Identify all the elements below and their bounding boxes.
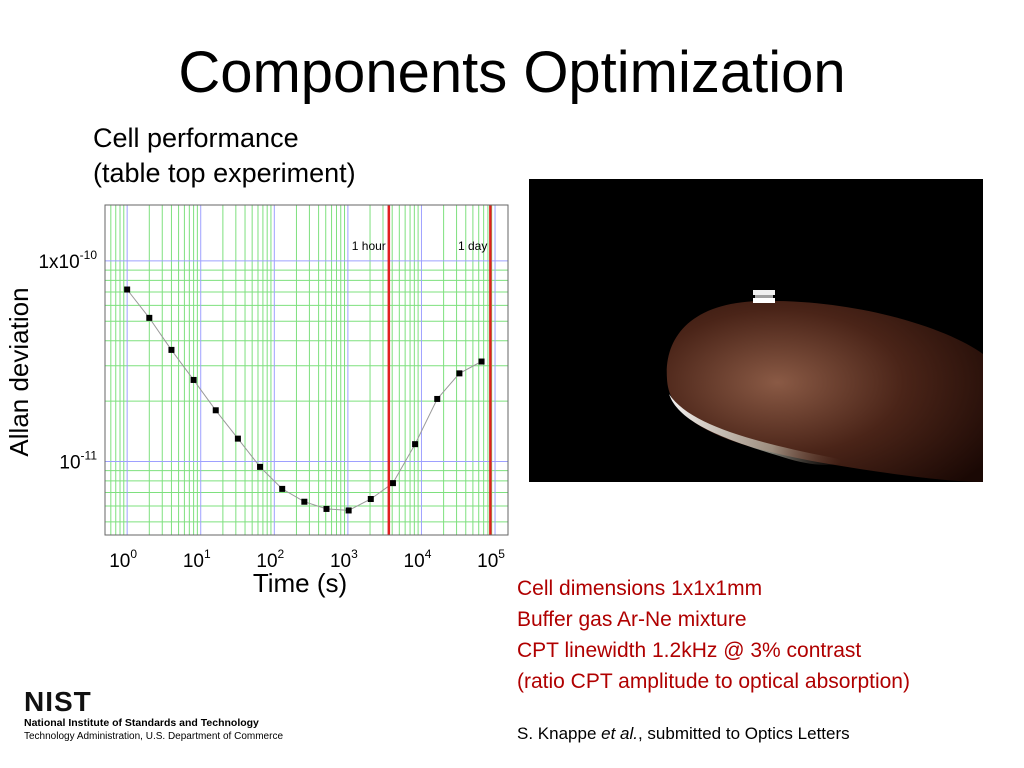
nist-footer: NIST National Institute of Standards and…	[24, 688, 324, 743]
data-point	[412, 441, 419, 448]
citation-author: S. Knappe	[517, 724, 602, 743]
y-tick-label: 10-11	[59, 448, 97, 473]
data-point	[323, 505, 330, 512]
plot-frame	[104, 204, 509, 536]
data-point	[478, 358, 485, 365]
data-point	[234, 435, 241, 442]
axis-layer: 100 101 102 103 104 105 1x10-10 10-11	[38, 248, 505, 572]
vapor-cell-photo	[529, 179, 983, 482]
citation: S. Knappe et al., submitted to Optics Le…	[517, 722, 850, 746]
spec-buffer-gas: Buffer gas Ar-Ne mixture	[517, 608, 747, 631]
data-point	[212, 407, 219, 414]
y-tick-label: 1x10-10	[38, 248, 97, 273]
spec-ratio-note: (ratio CPT amplitude to optical absorpti…	[517, 670, 910, 693]
nist-department: Technology Administration, U.S. Departme…	[24, 731, 283, 742]
cell-specifications: Cell dimensions 1x1x1mm Buffer gas Ar-Ne…	[517, 573, 910, 697]
data-point	[146, 314, 153, 321]
chart-subtitle: Cell performance (table top experiment)	[93, 121, 356, 191]
data-point	[279, 485, 286, 492]
x-tick-label: 102	[256, 547, 284, 572]
x-tick-label: 105	[477, 547, 505, 572]
marker-label: 1 day	[458, 239, 487, 253]
data-point	[345, 507, 352, 514]
nist-name: National Institute of Standards and Tech…	[24, 717, 259, 729]
marker-label: 1 hour	[352, 239, 386, 253]
marker-layer: 1 hour 1 day	[352, 205, 492, 535]
allan-deviation-chart: 1 hour 1 day 100 101 102 103 104 105 1x10-10 10-…	[4, 204, 509, 598]
major-grid	[105, 205, 508, 535]
spec-linewidth: CPT linewidth 1.2kHz @ 3% contrast	[517, 639, 862, 662]
data-point	[124, 286, 131, 293]
slide-title: Components Optimization	[178, 40, 846, 105]
data-point	[389, 480, 396, 487]
citation-venue: , submitted to Optics Letters	[637, 724, 850, 743]
subtitle-line-2: (table top experiment)	[93, 158, 356, 188]
nist-logo: NIST	[24, 688, 92, 714]
subtitle-line-1: Cell performance	[93, 123, 299, 153]
fingertip-with-cell-image	[666, 290, 983, 482]
x-tick-label: 103	[330, 547, 358, 572]
minor-grid	[104, 205, 508, 535]
x-tick-label: 101	[183, 547, 211, 572]
x-tick-label: 100	[109, 547, 137, 572]
data-point	[301, 498, 308, 505]
data-point	[434, 395, 441, 402]
data-point	[367, 496, 374, 503]
data-point	[168, 346, 175, 353]
x-axis-label: Time (s)	[253, 568, 347, 598]
data-point	[456, 370, 463, 377]
svg-text:NIST: NIST	[24, 688, 92, 714]
series-layer	[124, 286, 485, 514]
citation-etal: et al.	[601, 724, 638, 743]
x-tick-label: 104	[404, 547, 432, 572]
data-point	[190, 376, 197, 383]
y-axis-label: Allan deviation	[4, 287, 34, 456]
data-point	[257, 463, 264, 470]
spec-dimensions: Cell dimensions 1x1x1mm	[517, 577, 763, 600]
plot-background	[105, 205, 508, 535]
